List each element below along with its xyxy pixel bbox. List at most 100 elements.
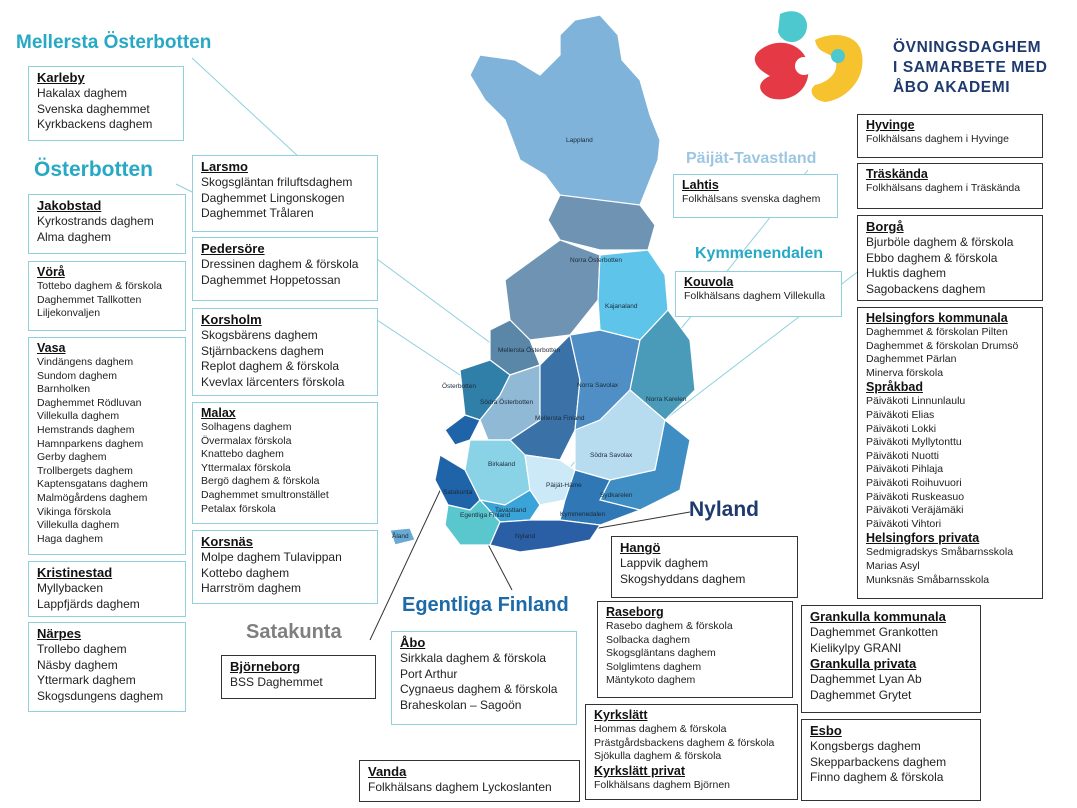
list-item: Folkhälsans daghem Lyckoslanten xyxy=(368,780,552,794)
list-item: Daghemmet Pärlan xyxy=(866,353,957,366)
list-item: Daghemmet Tallkotten xyxy=(37,293,142,306)
list-item: Näsby daghem xyxy=(37,657,118,672)
list-item: Kaptensgatans daghem xyxy=(37,478,148,491)
list-item: Solglimtens daghem xyxy=(606,660,702,673)
map-label-nyland: Nyland xyxy=(515,533,536,540)
region-aland xyxy=(389,527,416,546)
list-item: Sedmigradskys Småbarnsskola xyxy=(866,546,1014,559)
list-item: Gerby daghem xyxy=(37,451,107,464)
list-item: Lappvik daghem xyxy=(620,556,709,570)
box-larsmo: Larsmo Skogsgläntan friluftsdaghem Daghe… xyxy=(192,155,378,232)
list-item: Trollebo daghem xyxy=(37,642,127,656)
list-item: Sirkkala daghem & förskola xyxy=(400,651,547,665)
box-kyrkslatt: Kyrkslätt Hommas daghem & förskola Präst… xyxy=(585,704,798,800)
box-korsholm: Korsholm Skogsbärens daghem Stjärnbacken… xyxy=(192,308,378,396)
list-item: Munksnäs Småbarnsskola xyxy=(866,573,990,586)
list-item: Svenska daghemmet xyxy=(37,101,150,116)
list-item: Sagobackens daghem xyxy=(866,281,986,296)
list-item: Port Arthur xyxy=(400,666,458,681)
region-heading-nyland: Nyland xyxy=(689,498,760,521)
map-label-sodra-savolax: Södra Savolax xyxy=(590,452,633,459)
box-title: Raseborg xyxy=(606,605,664,619)
box-vasa: Vasa Vindängens daghem Sundom daghem Bar… xyxy=(28,337,186,555)
list-item: Solbacka daghem xyxy=(606,633,691,646)
list-item: Lappfjärds daghem xyxy=(37,596,140,611)
box-title: Kouvola xyxy=(684,275,734,289)
box-title: Träskända xyxy=(866,167,928,181)
list-item: BSS Daghemmet xyxy=(230,675,323,689)
box-title: Vasa xyxy=(37,341,66,355)
list-item: Daghemmet Rödluvan xyxy=(37,396,142,409)
list-item: Ebbo daghem & förskola xyxy=(866,250,998,265)
box-title: Hangö xyxy=(620,540,661,555)
map-label-kajanaland: Kajanaland xyxy=(605,303,638,310)
map-label-sodra-osterbotten: Södra Österbotten xyxy=(480,398,533,406)
region-heading-kymmene: Kymmenendalen xyxy=(695,245,824,262)
list-item: Villekulla daghem xyxy=(37,519,120,532)
list-item: Sundom daghem xyxy=(37,369,117,382)
box-subtitle: Grankulla privata xyxy=(810,656,917,671)
box-esbo: Esbo Kongsbergs daghem Skepparbackens da… xyxy=(801,719,981,801)
box-vanda: Vanda Folkhälsans daghem Lyckoslanten xyxy=(359,760,580,802)
list-item: Alma daghem xyxy=(37,229,112,244)
list-item: Skogsbärens daghem xyxy=(201,328,318,342)
list-item: Päiväkoti Ruskeasuo xyxy=(866,490,965,503)
map-label-mellersta-osterbotten: Mellersta Österbotten xyxy=(498,346,561,354)
list-item: Finno daghem & förskola xyxy=(810,770,944,784)
list-item: Replot daghem & förskola xyxy=(201,359,340,373)
list-item: Kyrkostrands daghem xyxy=(37,214,154,228)
map-label-aland: Åland xyxy=(392,531,409,540)
box-kouvola: Kouvola Folkhälsans daghem Villekulla xyxy=(675,271,842,317)
box-abo: Åbo Sirkkala daghem & förskola Port Arth… xyxy=(391,631,577,725)
list-item: Daghemmet Grankotten xyxy=(810,625,939,639)
list-item: Folkhälsans daghem i Träskända xyxy=(866,182,1021,194)
list-item: Harrström daghem xyxy=(201,581,302,595)
list-item: Rasebo daghem & förskola xyxy=(606,620,733,632)
box-borga: Borgå Bjurböle daghem & förskola Ebbo da… xyxy=(857,215,1043,301)
brand-line-1: ÖVNINGSDAGHEM xyxy=(893,39,1042,56)
list-item: Päiväkoti Linnunlaulu xyxy=(866,395,966,408)
list-item: Folkhälsans svenska daghem xyxy=(682,193,821,205)
list-item: Daghemmet Grytet xyxy=(810,687,912,702)
list-item: Trollbergets daghem xyxy=(37,464,133,477)
list-item: Päiväkoti Lokki xyxy=(866,422,937,435)
logo xyxy=(754,11,863,102)
list-item: Vindängens daghem xyxy=(37,356,134,368)
map-label-tavastland: Tavastland xyxy=(495,507,526,514)
region-heading-satakunta: Satakunta xyxy=(246,621,342,643)
list-item: Päiväkoti Nuotti xyxy=(866,449,939,462)
list-item: Kongsbergs daghem xyxy=(810,739,921,753)
map-label-norra-savolax: Norra Savolax xyxy=(577,382,619,389)
list-item: Folkhälsans daghem i Hyvinge xyxy=(866,133,1009,145)
region-heading-egentliga: Egentliga Finland xyxy=(402,594,569,616)
box-title: Karleby xyxy=(37,70,85,85)
box-traskanda: Träskända Folkhälsans daghem i Träskända xyxy=(857,163,1043,209)
list-item: Hemstrands daghem xyxy=(37,423,135,436)
box-title: Larsmo xyxy=(201,159,248,174)
box-subtitle: Helsingfors privata xyxy=(866,531,980,546)
list-item: Päiväkoti Myllytonttu xyxy=(866,436,962,449)
box-pedersore: Pedersöre Dressinen daghem & förskola Da… xyxy=(192,237,378,301)
box-title: Vörå xyxy=(37,265,65,279)
map-label-lappland: Lappland xyxy=(566,137,593,144)
list-item: Bjurböle daghem & förskola xyxy=(866,235,1014,249)
map-label-sodra-karelen: Sydkarelen xyxy=(600,492,633,499)
list-item: Vikinga förskola xyxy=(37,505,111,518)
list-item: Barnholken xyxy=(37,383,91,396)
box-title: Vanda xyxy=(368,764,407,779)
list-item: Bergö daghem & förskola xyxy=(201,475,320,488)
list-item: Malmögårdens daghem xyxy=(37,491,148,504)
box-hango: Hangö Lappvik daghem Skogshyddans daghem xyxy=(611,536,798,598)
region-heading-paijat: Päijät-Tavastland xyxy=(686,150,817,167)
box-korsnas: Korsnäs Molpe daghem Tulavippan Kottebo … xyxy=(192,530,378,604)
box-bjorneborg: Björneborg BSS Daghemmet xyxy=(221,655,376,699)
box-title: Borgå xyxy=(866,219,904,234)
list-item: Cygnaeus daghem & förskola xyxy=(400,682,558,696)
brand-line-2: I SAMARBETE MED xyxy=(893,59,1048,76)
box-jakobstad: Jakobstad Kyrkostrands daghem Alma daghe… xyxy=(28,194,186,254)
box-title: Kyrkslätt xyxy=(594,708,648,722)
box-title: Esbo xyxy=(810,723,842,738)
list-item: Daghemmet Hoppetossan xyxy=(201,272,341,287)
list-item: Daghemmet & förskolan Pilten xyxy=(866,326,1008,338)
